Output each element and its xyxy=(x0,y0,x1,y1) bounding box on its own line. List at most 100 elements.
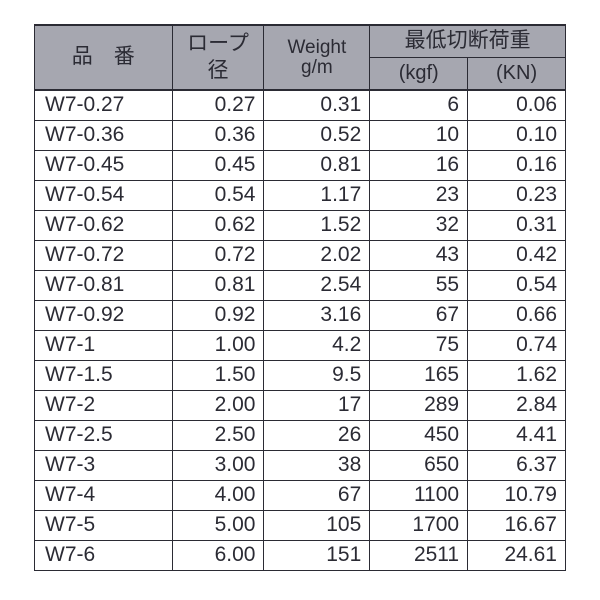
table-row: W7-33.00386506.37 xyxy=(35,451,566,481)
cell-part-no: W7-0.62 xyxy=(35,211,173,241)
col-weight-line1: Weight xyxy=(272,38,361,58)
cell-part-no: W7-1 xyxy=(35,331,173,361)
cell-part-no: W7-0.81 xyxy=(35,271,173,301)
cell-kgf: 67 xyxy=(370,301,468,331)
cell-weight: 0.81 xyxy=(264,151,370,181)
col-weight-line2: g/m xyxy=(272,58,361,78)
cell-kn: 16.67 xyxy=(468,511,566,541)
cell-rope-dia: 0.92 xyxy=(172,301,264,331)
spec-table: 品 番 ロープ径 Weight g/m 最低切断荷重 (kgf) (KN) W7… xyxy=(34,24,566,571)
cell-part-no: W7-0.54 xyxy=(35,181,173,211)
cell-weight: 3.16 xyxy=(264,301,370,331)
cell-rope-dia: 2.00 xyxy=(172,391,264,421)
cell-part-no: W7-1.5 xyxy=(35,361,173,391)
cell-kgf: 16 xyxy=(370,151,468,181)
cell-rope-dia: 0.72 xyxy=(172,241,264,271)
cell-kgf: 32 xyxy=(370,211,468,241)
cell-weight: 2.54 xyxy=(264,271,370,301)
cell-kgf: 1700 xyxy=(370,511,468,541)
cell-weight: 17 xyxy=(264,391,370,421)
table-row: W7-0.270.270.3160.06 xyxy=(35,90,566,121)
cell-weight: 26 xyxy=(264,421,370,451)
table-row: W7-55.00105170016.67 xyxy=(35,511,566,541)
cell-part-no: W7-4 xyxy=(35,481,173,511)
cell-kn: 2.84 xyxy=(468,391,566,421)
cell-rope-dia: 0.54 xyxy=(172,181,264,211)
table-row: W7-0.540.541.17230.23 xyxy=(35,181,566,211)
cell-kgf: 2511 xyxy=(370,541,468,571)
cell-kn: 0.16 xyxy=(468,151,566,181)
cell-rope-dia: 0.36 xyxy=(172,121,264,151)
cell-rope-dia: 3.00 xyxy=(172,451,264,481)
cell-part-no: W7-0.92 xyxy=(35,301,173,331)
cell-weight: 2.02 xyxy=(264,241,370,271)
cell-kn: 10.79 xyxy=(468,481,566,511)
table-header: 品 番 ロープ径 Weight g/m 最低切断荷重 (kgf) (KN) xyxy=(35,25,566,90)
cell-kgf: 6 xyxy=(370,90,468,121)
table-row: W7-0.720.722.02430.42 xyxy=(35,241,566,271)
cell-rope-dia: 2.50 xyxy=(172,421,264,451)
cell-kgf: 1100 xyxy=(370,481,468,511)
cell-kn: 0.10 xyxy=(468,121,566,151)
cell-kn: 4.41 xyxy=(468,421,566,451)
cell-kgf: 23 xyxy=(370,181,468,211)
cell-part-no: W7-3 xyxy=(35,451,173,481)
cell-part-no: W7-0.45 xyxy=(35,151,173,181)
table-row: W7-0.920.923.16670.66 xyxy=(35,301,566,331)
cell-kn: 0.66 xyxy=(468,301,566,331)
cell-rope-dia: 6.00 xyxy=(172,541,264,571)
cell-kn: 0.42 xyxy=(468,241,566,271)
cell-kn: 1.62 xyxy=(468,361,566,391)
cell-kgf: 10 xyxy=(370,121,468,151)
cell-weight: 0.52 xyxy=(264,121,370,151)
cell-part-no: W7-0.27 xyxy=(35,90,173,121)
cell-part-no: W7-2 xyxy=(35,391,173,421)
cell-kgf: 289 xyxy=(370,391,468,421)
cell-part-no: W7-6 xyxy=(35,541,173,571)
cell-rope-dia: 5.00 xyxy=(172,511,264,541)
cell-rope-dia: 0.27 xyxy=(172,90,264,121)
cell-kgf: 75 xyxy=(370,331,468,361)
cell-part-no: W7-0.36 xyxy=(35,121,173,151)
table-row: W7-22.00172892.84 xyxy=(35,391,566,421)
col-breaking-load-group: 最低切断荷重 xyxy=(370,25,566,58)
cell-weight: 151 xyxy=(264,541,370,571)
cell-rope-dia: 0.45 xyxy=(172,151,264,181)
cell-weight: 9.5 xyxy=(264,361,370,391)
cell-kgf: 43 xyxy=(370,241,468,271)
cell-rope-dia: 1.00 xyxy=(172,331,264,361)
cell-weight: 4.2 xyxy=(264,331,370,361)
table-row: W7-1.51.509.51651.62 xyxy=(35,361,566,391)
cell-kn: 6.37 xyxy=(468,451,566,481)
cell-weight: 67 xyxy=(264,481,370,511)
cell-part-no: W7-0.72 xyxy=(35,241,173,271)
cell-kn: 0.06 xyxy=(468,90,566,121)
table-container: 品 番 ロープ径 Weight g/m 最低切断荷重 (kgf) (KN) W7… xyxy=(0,0,600,595)
table-row: W7-11.004.2750.74 xyxy=(35,331,566,361)
col-weight: Weight g/m xyxy=(264,25,370,90)
cell-rope-dia: 1.50 xyxy=(172,361,264,391)
table-row: W7-0.620.621.52320.31 xyxy=(35,211,566,241)
cell-weight: 1.52 xyxy=(264,211,370,241)
cell-kgf: 650 xyxy=(370,451,468,481)
col-part-no: 品 番 xyxy=(35,25,173,90)
cell-weight: 38 xyxy=(264,451,370,481)
cell-kgf: 55 xyxy=(370,271,468,301)
cell-part-no: W7-2.5 xyxy=(35,421,173,451)
cell-rope-dia: 0.62 xyxy=(172,211,264,241)
table-row: W7-0.810.812.54550.54 xyxy=(35,271,566,301)
cell-kgf: 165 xyxy=(370,361,468,391)
col-breaking-kn: (KN) xyxy=(468,58,566,91)
col-breaking-kgf: (kgf) xyxy=(370,58,468,91)
cell-rope-dia: 0.81 xyxy=(172,271,264,301)
table-row: W7-0.360.360.52100.10 xyxy=(35,121,566,151)
col-rope-dia: ロープ径 xyxy=(172,25,264,90)
table-row: W7-44.0067110010.79 xyxy=(35,481,566,511)
cell-kgf: 450 xyxy=(370,421,468,451)
cell-weight: 0.31 xyxy=(264,90,370,121)
cell-part-no: W7-5 xyxy=(35,511,173,541)
table-row: W7-2.52.50264504.41 xyxy=(35,421,566,451)
cell-kn: 0.31 xyxy=(468,211,566,241)
cell-kn: 0.23 xyxy=(468,181,566,211)
cell-kn: 0.74 xyxy=(468,331,566,361)
